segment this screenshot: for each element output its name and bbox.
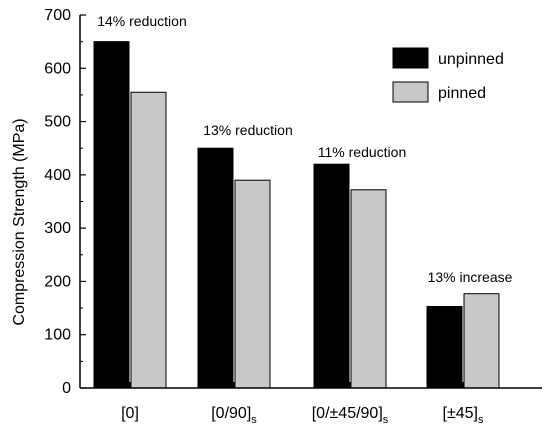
bar-unpinned-0 — [93, 41, 130, 389]
annotation-2: 11% reduction — [318, 144, 406, 160]
y-tick-label: 600 — [44, 60, 71, 77]
annotation-0: 14% reduction — [97, 13, 187, 29]
y-tick-label: 500 — [44, 114, 71, 131]
bar-unpinned-2 — [313, 163, 350, 389]
x-tick-label-2: [0/±45/90]s — [312, 405, 389, 426]
bar-pinned-0 — [130, 91, 167, 389]
bars-group — [93, 41, 500, 389]
legend-label-pinned: pinned — [438, 85, 486, 102]
y-tick-label: 200 — [44, 273, 71, 290]
y-tick-label: 400 — [44, 167, 71, 184]
x-tick-label-1: [0/90]s — [211, 405, 257, 426]
x-tick-label-0: [0] — [121, 405, 139, 422]
legend-swatch-unpinned — [392, 47, 429, 69]
annotations-group: 14% reduction 13% reduction 11% reduction 1… — [97, 13, 512, 285]
y-tick-label: 100 — [44, 327, 71, 344]
annotation-3: 13% increase — [428, 269, 513, 285]
bar-unpinned-1 — [197, 147, 234, 389]
bar-pinned-2 — [350, 189, 387, 389]
bar-pinned-3 — [463, 293, 500, 389]
legend: unpinned pinned — [392, 47, 504, 103]
x-labels-group: [0] [0/90]s [0/±45/90]s [±45]s — [121, 382, 484, 426]
x-tick-label-3: [±45]s — [443, 405, 484, 426]
y-ticks-group: 0 100 200 300 400 500 600 700 — [44, 7, 86, 397]
y-axis-label: Compression Strength (MPa) — [11, 118, 28, 325]
legend-label-unpinned: unpinned — [438, 51, 504, 68]
annotation-1: 13% reduction — [203, 122, 293, 138]
bar-pinned-1 — [234, 179, 271, 389]
bar-unpinned-3 — [426, 305, 463, 389]
y-tick-label: 300 — [44, 220, 71, 237]
y-tick-label: 0 — [62, 380, 71, 397]
legend-swatch-pinned — [392, 81, 429, 103]
y-tick-label: 700 — [44, 7, 71, 24]
